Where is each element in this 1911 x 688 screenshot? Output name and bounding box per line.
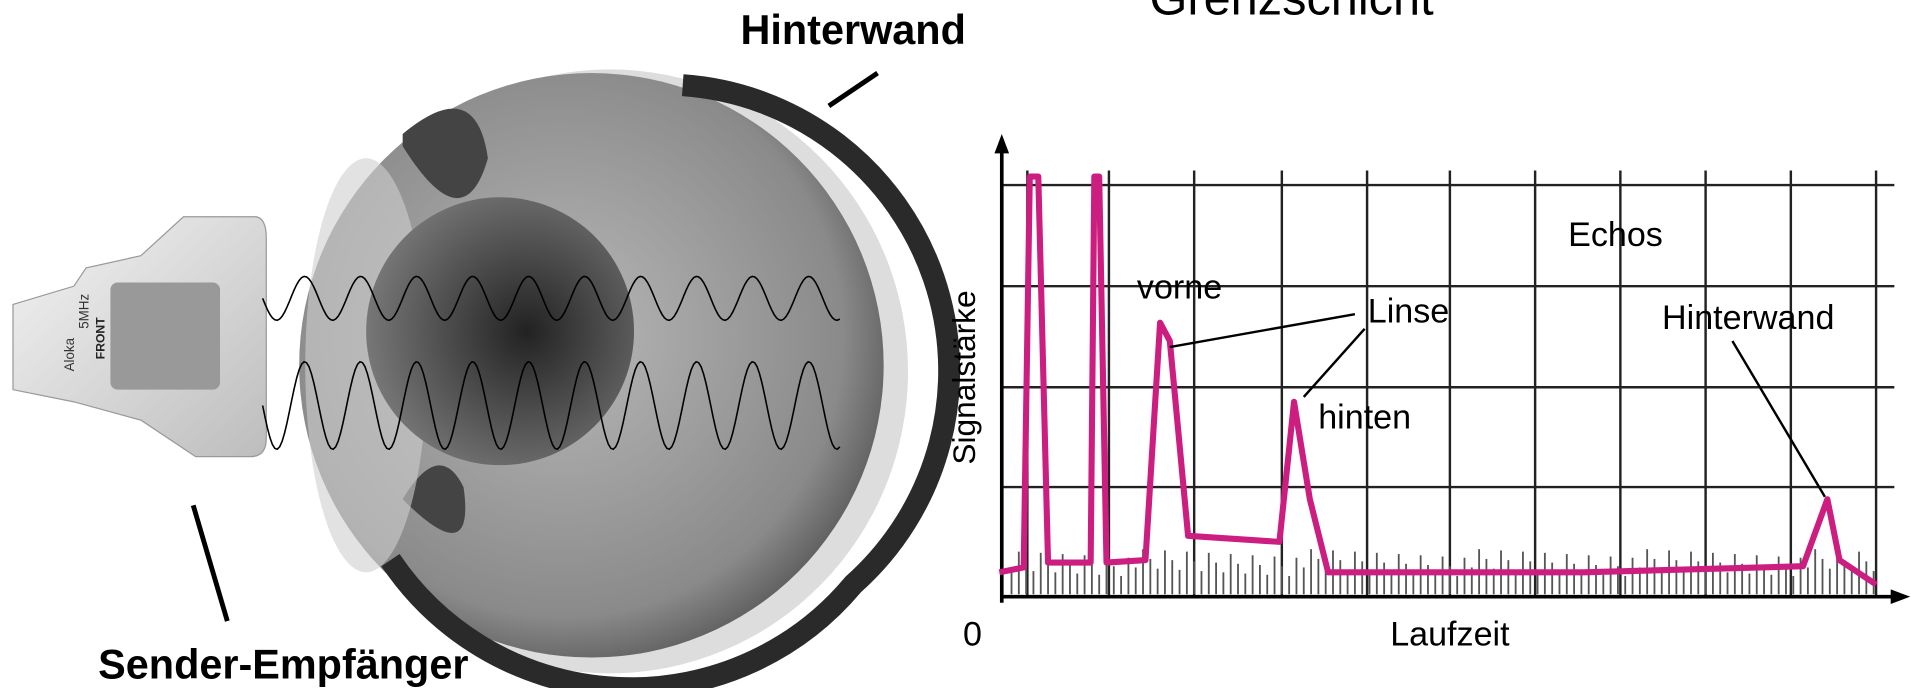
top-label: Grenzschicht [1150, 0, 1435, 26]
y-axis-label: Signalstärke [946, 290, 982, 464]
arrow [1890, 589, 1911, 604]
waves [261, 275, 841, 451]
annotation: Linse [1368, 293, 1449, 331]
probe-frequency: 5MHz [76, 294, 91, 329]
transducer-label: Sender-Empfänger [98, 641, 468, 687]
grid [1001, 170, 1895, 597]
wave [261, 360, 841, 451]
annotation-lines [1169, 312, 1826, 498]
x-axis-label: Laufzeit [1390, 615, 1510, 653]
graph-title: Echos [1568, 216, 1663, 254]
wave [261, 275, 841, 322]
probe-pad [110, 282, 221, 390]
probe: Aloka 5MHz FRONT [12, 216, 267, 622]
signal-curve [998, 173, 1878, 588]
pointer-line [190, 504, 230, 622]
arrow [994, 133, 1010, 154]
graph: Signalstärke Laufzeit 0 Echos vorne Lins… [946, 133, 1911, 653]
lens [366, 197, 635, 466]
origin-label: 0 [963, 615, 982, 653]
probe-front: FRONT [93, 317, 107, 359]
annotation: hinten [1318, 399, 1411, 437]
probe-brand: Aloka [62, 337, 77, 371]
annotation: Hinterwand [1662, 299, 1834, 337]
pointer-line [827, 71, 879, 108]
eye-wall [381, 74, 961, 688]
eye [299, 69, 961, 688]
back-wall-label: Hinterwand [741, 7, 966, 53]
annotation: vorne [1137, 268, 1222, 306]
